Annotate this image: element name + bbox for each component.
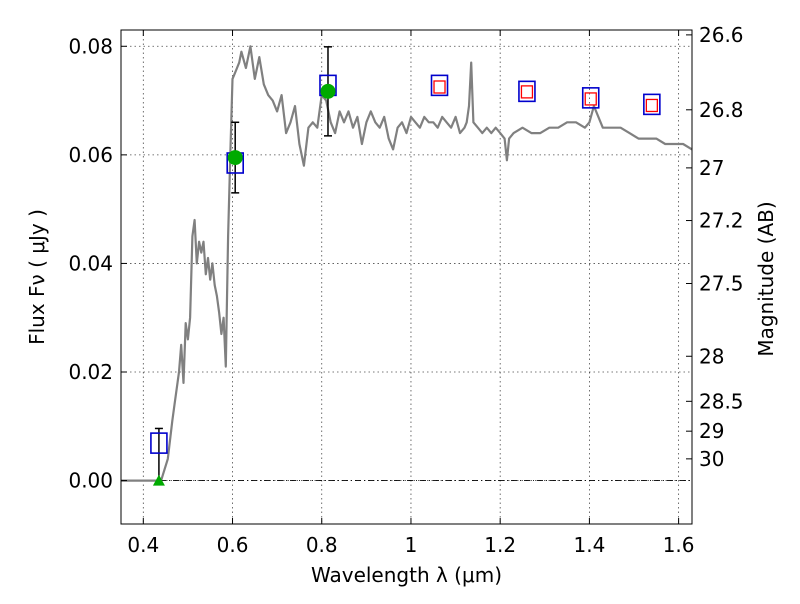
mag-tick-label: 29 <box>699 419 724 443</box>
y-tick-label: 0.08 <box>68 34 113 58</box>
mag-tick-label: 28 <box>699 344 724 368</box>
model-flux-square <box>643 93 661 116</box>
x-tick-label: 0.8 <box>306 533 338 557</box>
mag-tick-label: 27.5 <box>699 272 744 296</box>
observed-flux-point <box>227 150 243 166</box>
y-tick-label: 0.06 <box>68 143 113 167</box>
tick-layer: 0.4 0.6 0.8 1 1.2 1.4 1.6 0.00 0.02 0.04 0.06 0.08 2… <box>68 23 743 557</box>
x-tick-label: 1.6 <box>663 533 695 557</box>
model-flux-square <box>150 432 168 454</box>
observed-flux-point <box>320 83 336 99</box>
plot-frame <box>120 29 693 525</box>
ir-photometry-square <box>433 80 446 94</box>
x-tick-label: 1.4 <box>573 533 605 557</box>
mag-tick-label: 30 <box>699 447 724 471</box>
mag-tick-label: 27.2 <box>699 209 744 233</box>
x-tick-label: 0.6 <box>217 533 249 557</box>
model-flux-square <box>430 74 449 97</box>
y-axis-title: Flux Fν ( μJy ) <box>25 209 49 345</box>
marker-layer <box>150 46 661 486</box>
x-axis-title: Wavelength λ (μm) <box>311 563 502 587</box>
upper-limit-triangle <box>152 474 165 486</box>
mag-tick-label: 26.8 <box>699 98 744 122</box>
ir-photometry-square <box>645 98 659 113</box>
model-flux-square <box>518 80 536 103</box>
x-tick-label: 1.2 <box>484 533 516 557</box>
x-tick-label: 0.4 <box>127 533 159 557</box>
y-tick-label: 0.00 <box>68 469 113 493</box>
x-tick-label: 1 <box>405 533 418 557</box>
right-axis-title: Magnitude (AB) <box>754 201 778 356</box>
mag-tick-label: 26.6 <box>699 23 744 47</box>
ir-photometry-square <box>584 92 597 106</box>
mag-tick-label: 27 <box>699 156 724 180</box>
sed-model-line <box>121 45 693 482</box>
model-flux-square <box>581 87 600 109</box>
y-tick-label: 0.04 <box>68 251 113 275</box>
ir-photometry-square <box>520 85 534 99</box>
y-tick-label: 0.02 <box>68 360 113 384</box>
grid-layer <box>121 30 692 524</box>
mag-tick-label: 28.5 <box>699 389 744 413</box>
